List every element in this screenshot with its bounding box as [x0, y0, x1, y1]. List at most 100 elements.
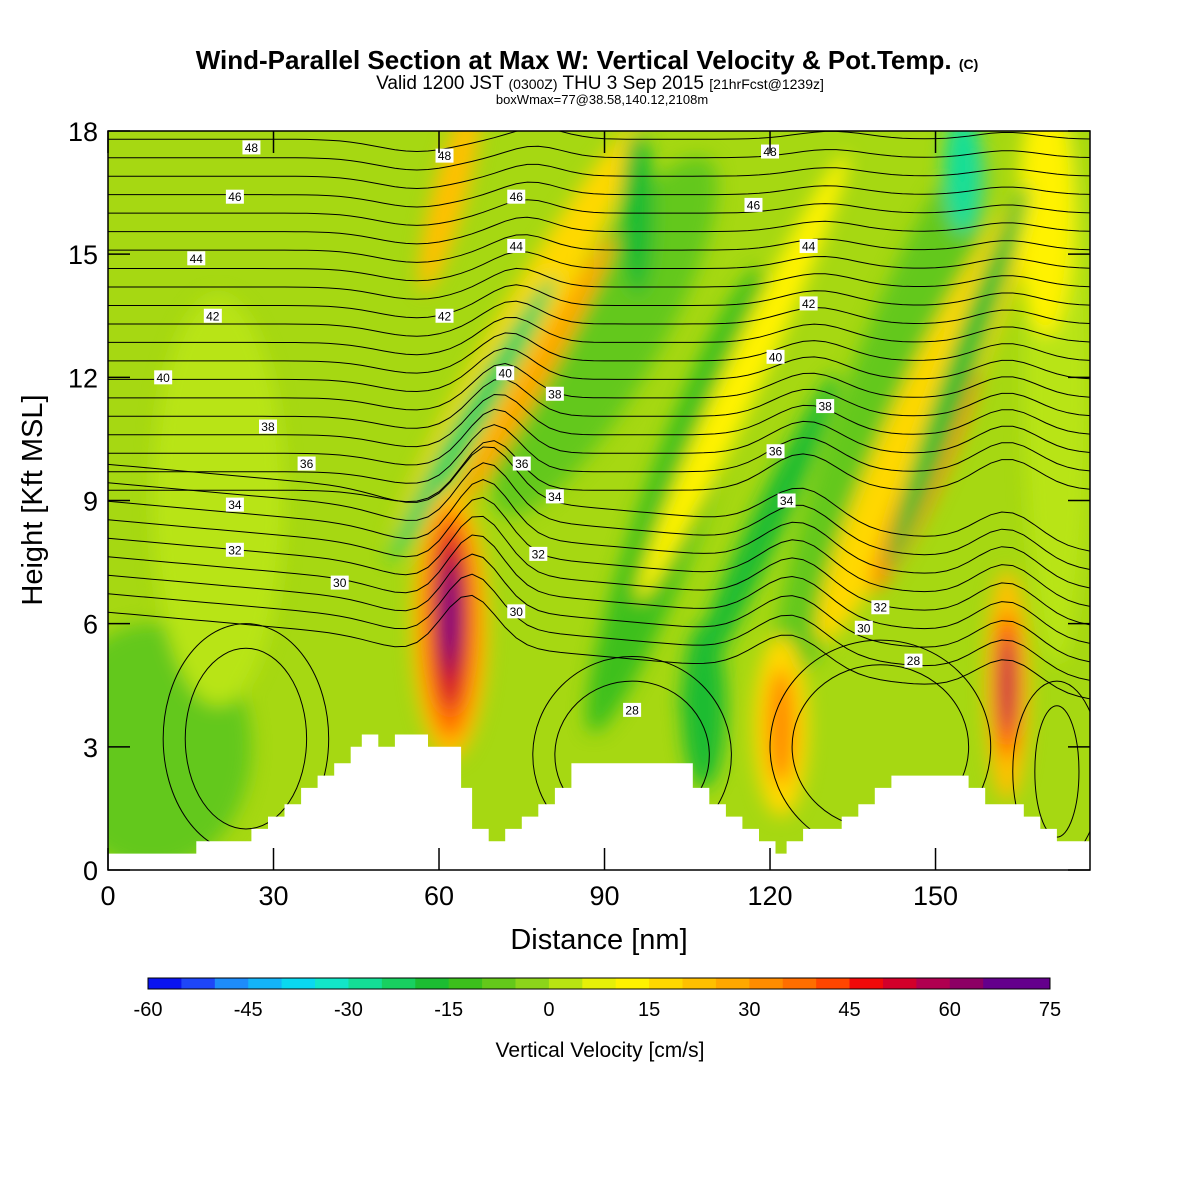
colorbar-tick-label: 15: [638, 999, 660, 1021]
x-tick-label: 120: [747, 881, 792, 911]
colorbar-swatch: [281, 978, 316, 989]
contour-label-text: 30: [510, 605, 524, 619]
contour-label: 48: [242, 140, 261, 155]
contour-label: 28: [623, 702, 642, 717]
contour-label: 38: [258, 419, 277, 434]
x-tick-label: 30: [258, 881, 288, 911]
colorbar-swatch: [715, 978, 750, 989]
colorbar-swatch: [548, 978, 583, 989]
colorbar-swatch: [882, 978, 917, 989]
contour-label: 34: [225, 497, 244, 512]
contour-label: 42: [435, 308, 454, 323]
terrain: [108, 734, 1090, 870]
colorbar-tick-label: -60: [134, 999, 163, 1021]
contour-label: 28: [904, 653, 923, 668]
colorbar-frame: [147, 977, 1051, 990]
contour-label-text: 36: [300, 457, 314, 471]
colorbar-tick-label: 30: [738, 999, 760, 1021]
colorbar-swatch: [849, 978, 884, 989]
colorbar-swatch: [1016, 978, 1050, 989]
colorbar-title: Vertical Velocity [cm/s]: [496, 1039, 705, 1062]
colorbar: -60 -45 -30 -15 0 15 30 45 60 75: [134, 977, 1061, 1021]
contour-label: 36: [766, 444, 785, 459]
contour-label-text: 46: [228, 190, 242, 204]
y-tick-label: 12: [68, 363, 98, 393]
theta-contours: [108, 131, 1090, 863]
contour-label-text: 34: [228, 498, 242, 512]
colorbar-tick-label: -45: [234, 999, 263, 1021]
contour-label-text: 38: [548, 387, 562, 401]
colorbar-tick-label: -30: [334, 999, 363, 1021]
colorbar-swatch: [949, 978, 984, 989]
colorbar-swatch: [415, 978, 450, 989]
y-tick-label: 3: [83, 733, 98, 763]
contour-label: 32: [225, 542, 244, 557]
colorbar-swatch: [582, 978, 617, 989]
contour-label-text: 30: [857, 621, 871, 635]
contour-label: 46: [507, 189, 526, 204]
chart-valid-line: Valid 1200 JST (0300Z) THU 3 Sep 2015 [2…: [376, 73, 824, 94]
contour-label-text: 34: [548, 490, 562, 504]
contour-label-text: 38: [819, 400, 833, 414]
contour-label-text: 40: [499, 367, 513, 381]
y-tick-label: 15: [68, 240, 98, 270]
contour-label-text: 44: [510, 239, 524, 253]
colorbar-tick-label: 0: [543, 999, 554, 1021]
colorbar-swatch: [649, 978, 684, 989]
contour-label: 38: [545, 386, 564, 401]
contour-label-text: 34: [780, 494, 794, 508]
contour-label: 42: [203, 308, 222, 323]
contour-label-text: 46: [747, 198, 761, 212]
contour-label: 36: [297, 456, 316, 471]
chart-title: Wind-Parallel Section at Max W: Vertical…: [196, 45, 979, 75]
contour-label-text: 36: [769, 445, 783, 459]
y-tick-label: 18: [68, 117, 98, 147]
contour-label-text: 44: [802, 239, 816, 253]
contour-label: 34: [545, 489, 564, 504]
colorbar-swatch: [482, 978, 516, 989]
contour-label-text: 32: [874, 601, 888, 615]
contour-label-text: 42: [438, 309, 452, 323]
contour-label-text: 42: [206, 309, 220, 323]
colorbar-tick-label: -15: [434, 999, 463, 1021]
x-tick-label: 90: [589, 881, 619, 911]
contour-label-text: 32: [228, 543, 242, 557]
contour-label: 30: [330, 575, 349, 590]
contour-label: 40: [496, 366, 515, 381]
contour-label: 44: [799, 238, 818, 253]
contour-label: 32: [529, 546, 548, 561]
contour-label: 32: [871, 600, 890, 615]
contour-label: 30: [507, 604, 526, 619]
contour-label: 48: [435, 148, 454, 163]
contour-label-text: 44: [190, 252, 204, 266]
chart-boxwmax: boxWmax=77@38.58,140.12,2108m: [496, 92, 708, 107]
contour-label: 44: [187, 251, 206, 266]
colorbar-swatch: [381, 978, 416, 989]
contour-label: 38: [816, 399, 835, 414]
contour-label-text: 32: [532, 547, 546, 561]
contour-label-text: 46: [510, 190, 524, 204]
contour-label: 44: [507, 238, 526, 253]
contour-label-text: 42: [802, 297, 816, 311]
colorbar-swatch: [348, 978, 383, 989]
contour-label-text: 36: [515, 457, 529, 471]
contour-label-text: 40: [156, 371, 170, 385]
colorbar-tick-label: 45: [838, 999, 860, 1021]
contour-label-text: 28: [907, 654, 921, 668]
colorbar-tick-label: 60: [939, 999, 961, 1021]
colorbar-swatch: [916, 978, 951, 989]
contour-label: 40: [766, 349, 785, 364]
y-tick-label: 9: [83, 487, 98, 517]
colorbar-swatch: [214, 978, 249, 989]
colorbar-swatch: [682, 978, 717, 989]
contour-label-text: 30: [333, 576, 347, 590]
colorbar-swatch: [315, 978, 349, 989]
colorbar-swatch: [782, 978, 817, 989]
x-tick-label: 150: [913, 881, 958, 911]
colorbar-swatch: [983, 978, 1018, 989]
contour-label-text: 48: [438, 149, 452, 163]
